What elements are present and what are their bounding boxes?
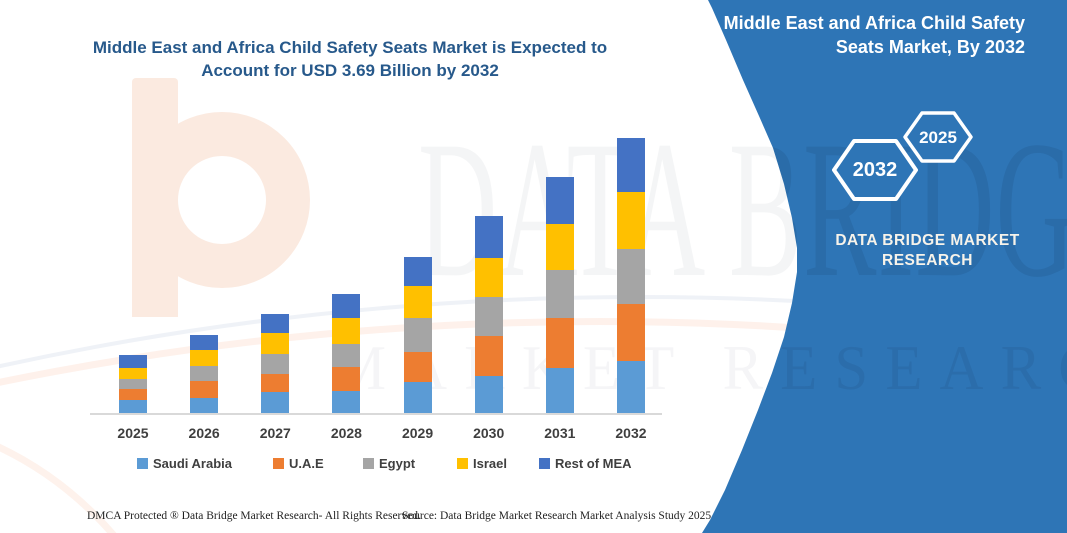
bar-segment-2032-rest-of-mea	[616, 138, 645, 193]
bar-segment-2031-u-a-e	[545, 317, 574, 369]
bar-segment-2030-u-a-e	[474, 335, 503, 376]
stacked-bar-2026	[190, 334, 219, 413]
bar-segment-2028-rest-of-mea	[332, 293, 361, 318]
bar-segment-2031-israel	[545, 223, 574, 270]
bar-segment-2031-saudi-arabia	[545, 368, 574, 413]
legend-item-israel: Israel	[457, 455, 507, 471]
stacked-bar-2029	[403, 257, 432, 413]
x-axis-label-2031: 2031	[544, 425, 576, 441]
bar-segment-2028-israel	[332, 317, 361, 344]
bar-segment-2026-israel	[190, 350, 219, 367]
x-axis-label-2030: 2030	[473, 425, 505, 441]
background-swoosh-arc-gray	[0, 295, 1067, 533]
wordmark-line-1: DATA BRIDGE MARKET	[835, 232, 1020, 249]
bar-segment-2030-saudi-arabia	[474, 375, 503, 413]
stacked-bar-2031	[545, 176, 574, 413]
bar-segment-2027-israel	[261, 333, 290, 355]
dmca-copyright-text: DMCA Protected ® Data Bridge Market Rese…	[87, 510, 421, 522]
bar-segment-2029-rest-of-mea	[403, 257, 432, 287]
bar-segment-2028-egypt	[332, 343, 361, 367]
hexagon-2032: 2032	[832, 137, 918, 203]
bar-segment-2032-egypt	[616, 249, 645, 305]
bar-segment-2029-u-a-e	[403, 351, 432, 382]
bar-segment-2032-israel	[616, 192, 645, 250]
panel-title-line-1: Middle East and Africa Child Safety	[723, 13, 1025, 33]
bar-segment-2031-rest-of-mea	[545, 176, 574, 224]
legend-item-saudi-arabia: Saudi Arabia	[137, 455, 232, 471]
legend-label: Israel	[473, 455, 507, 471]
hexagon-2032-label: 2032	[852, 159, 898, 181]
background-swoosh-arc-peach	[0, 318, 1067, 533]
bar-segment-2029-israel	[403, 286, 432, 318]
chart-title: Middle East and Africa Child Safety Seat…	[40, 36, 660, 82]
x-axis-label-2027: 2027	[259, 425, 291, 441]
panel-title-line-2: Seats Market, By 2032	[835, 37, 1025, 57]
stacked-bar-2027	[261, 313, 290, 413]
bar-segment-2028-u-a-e	[332, 366, 361, 391]
legend-swatch-icon	[363, 457, 374, 469]
x-axis-line	[90, 413, 662, 415]
stacked-bar-2030	[474, 216, 503, 413]
hexagon-2025-shape	[903, 111, 973, 163]
bar-segment-2027-rest-of-mea	[261, 313, 290, 334]
stacked-bar-2032	[616, 138, 645, 413]
wordmark-line-2: RESEARCH	[882, 252, 973, 269]
bar-segment-2028-saudi-arabia	[332, 390, 361, 413]
bar-segment-2032-u-a-e	[616, 304, 645, 361]
x-axis-label-2028: 2028	[330, 425, 362, 441]
bar-segment-2027-saudi-arabia	[261, 392, 290, 413]
x-axis-label-2032: 2032	[615, 425, 647, 441]
bar-segment-2030-israel	[474, 257, 503, 297]
stacked-bar-2028	[332, 293, 361, 413]
legend-label: Saudi Arabia	[153, 455, 232, 471]
hexagon-2025: 2025	[903, 110, 973, 164]
dbmr-logo-watermark-bowl	[134, 112, 310, 288]
bar-segment-2025-saudi-arabia	[119, 400, 147, 413]
bar-segment-2025-israel	[119, 367, 147, 379]
legend-item-rest-of-mea: Rest of MEA	[539, 455, 632, 471]
legend-label: Egypt	[379, 455, 416, 471]
stacked-bar-2025	[119, 354, 147, 413]
data-bridge-market-research-wordmark: DATA BRIDGE MARKET RESEARCH	[830, 231, 1025, 271]
hexagon-2032-shape	[832, 139, 918, 201]
legend-item-egypt: Egypt	[363, 455, 416, 471]
legend-item-u-a-e: U.A.E	[273, 455, 324, 471]
legend-label: U.A.E	[289, 455, 324, 471]
bar-segment-2026-rest-of-mea	[190, 334, 219, 351]
bar-segment-2025-rest-of-mea	[119, 354, 147, 368]
bar-segment-2029-saudi-arabia	[403, 381, 432, 413]
bar-segment-2029-egypt	[403, 317, 432, 352]
bar-segment-2026-egypt	[190, 366, 219, 381]
legend-label: Rest of MEA	[555, 455, 632, 471]
legend-swatch-icon	[539, 457, 550, 469]
bar-segment-2032-saudi-arabia	[616, 360, 645, 413]
source-attribution-text: Source: Data Bridge Market Research Mark…	[402, 510, 712, 522]
hexagon-2025-label: 2025	[919, 128, 957, 147]
x-axis-label-2026: 2026	[188, 425, 220, 441]
bar-segment-2025-egypt	[119, 378, 147, 390]
bar-segment-2027-u-a-e	[261, 373, 290, 393]
bar-segment-2026-saudi-arabia	[190, 398, 219, 413]
chart-title-line-1: Middle East and Africa Child Safety Seat…	[92, 38, 608, 57]
chart-title-line-2: Account for USD 3.69 Billion by 2032	[201, 61, 499, 80]
legend-swatch-icon	[137, 457, 148, 469]
x-axis-label-2029: 2029	[401, 425, 434, 441]
bar-segment-2025-u-a-e	[119, 389, 147, 401]
bar-segment-2026-u-a-e	[190, 381, 219, 399]
bar-segment-2031-egypt	[545, 269, 574, 318]
x-axis-label-2025: 2025	[117, 425, 149, 441]
bar-segment-2027-egypt	[261, 354, 290, 374]
bar-segment-2030-rest-of-mea	[474, 216, 503, 258]
legend-swatch-icon	[273, 457, 284, 469]
legend-swatch-icon	[457, 457, 468, 469]
panel-title: Middle East and Africa Child Safety Seat…	[702, 11, 1046, 59]
bar-segment-2030-egypt	[474, 296, 503, 336]
